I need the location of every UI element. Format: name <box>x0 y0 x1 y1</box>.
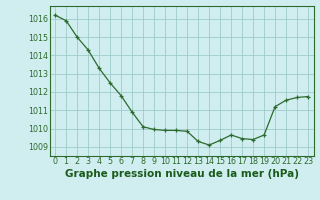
X-axis label: Graphe pression niveau de la mer (hPa): Graphe pression niveau de la mer (hPa) <box>65 169 299 179</box>
